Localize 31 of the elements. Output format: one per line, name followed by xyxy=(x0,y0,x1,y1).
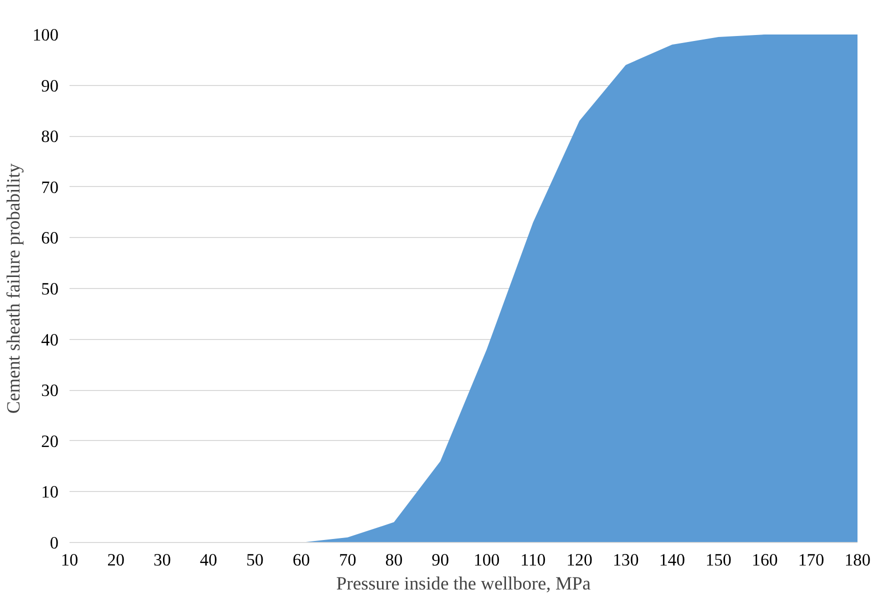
x-tick-label: 70 xyxy=(338,550,356,570)
y-axis-title: Cement sheath failure probability xyxy=(4,162,25,414)
x-tick-label: 110 xyxy=(520,550,546,570)
x-tick-label: 160 xyxy=(752,550,778,570)
x-tick-label: 120 xyxy=(566,550,592,570)
x-tick-label: 140 xyxy=(659,550,686,570)
x-tick-label: 10 xyxy=(60,550,78,570)
y-tick-label: 100 xyxy=(32,26,59,44)
y-tick-label: 10 xyxy=(41,482,58,502)
y-tick-label: 0 xyxy=(50,534,59,552)
y-tick-label: 20 xyxy=(41,432,58,451)
x-tick-label: 90 xyxy=(432,550,449,570)
x-tick-label: 80 xyxy=(385,550,403,570)
x-tick-label: 180 xyxy=(844,550,871,570)
x-tick-label: 40 xyxy=(200,550,218,570)
x-tick-label: 150 xyxy=(705,550,732,570)
y-tick-label: 90 xyxy=(41,76,58,96)
x-tick-label: 130 xyxy=(612,550,639,570)
y-tick-label: 50 xyxy=(41,280,58,298)
y-tick-label: 60 xyxy=(41,228,58,248)
x-tick-label: 170 xyxy=(798,550,824,570)
y-tick-label: 70 xyxy=(41,178,58,197)
x-tick-label: 20 xyxy=(107,550,125,570)
x-tick-label: 30 xyxy=(154,550,171,570)
x-axis-title: Pressure inside the wellbore, MPa xyxy=(336,574,592,594)
x-tick-label: 60 xyxy=(292,550,310,570)
x-tick-label: 50 xyxy=(246,550,264,570)
y-tick-label: 80 xyxy=(41,127,58,146)
y-tick-label: 40 xyxy=(41,330,58,350)
y-tick-label: 30 xyxy=(41,381,58,400)
x-tick-label: 100 xyxy=(474,550,500,570)
